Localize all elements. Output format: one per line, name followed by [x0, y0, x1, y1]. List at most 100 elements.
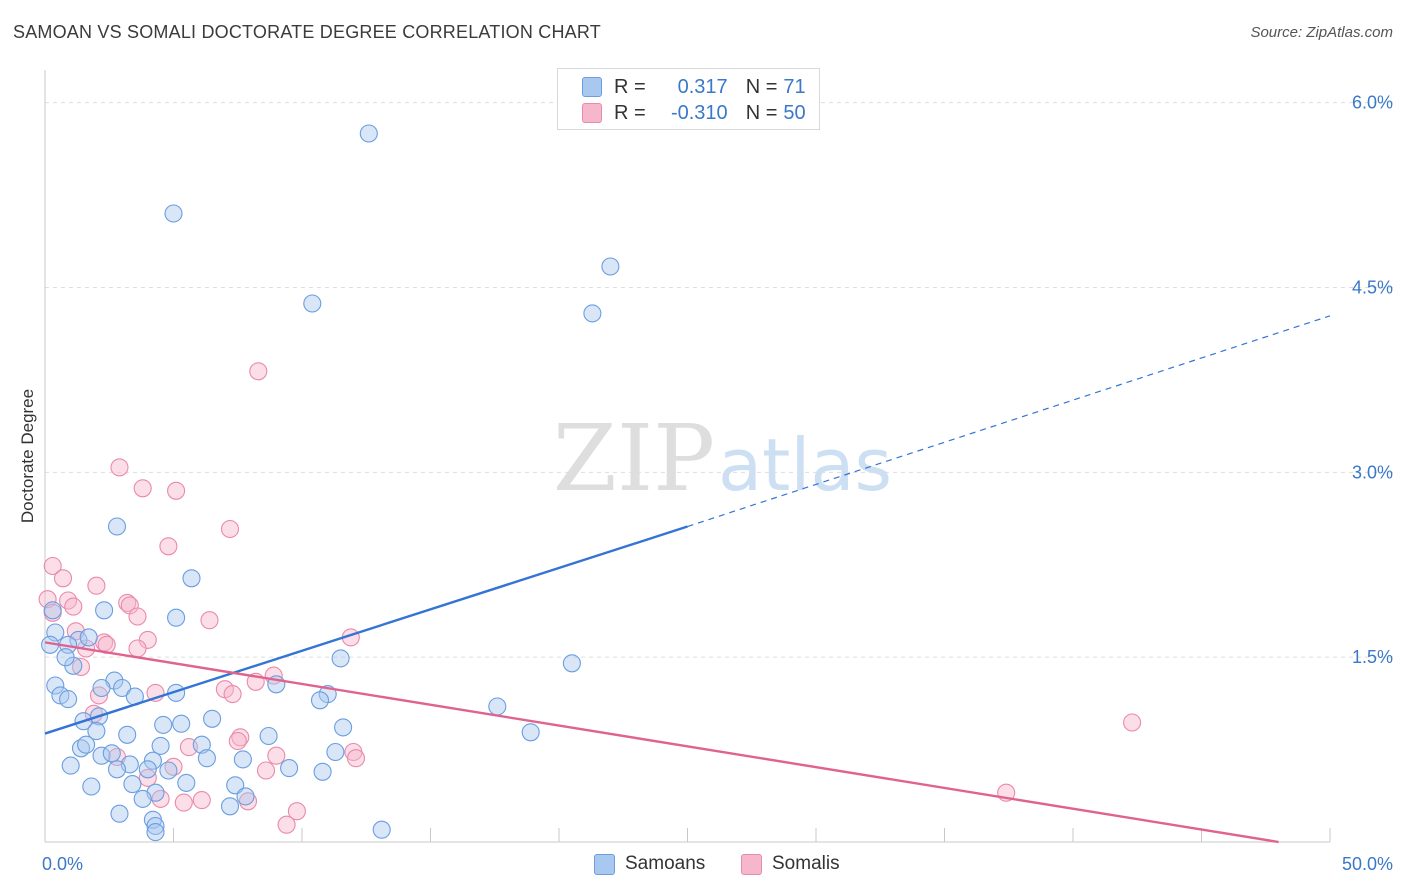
samoans-point — [61, 756, 80, 775]
x-tick-label: 50.0% — [1342, 854, 1393, 874]
samoans-point — [110, 804, 129, 823]
somalis-point — [128, 639, 147, 658]
samoans-point — [192, 735, 211, 754]
samoans-point — [326, 742, 345, 762]
somalis-point — [192, 791, 211, 810]
r-label: R = — [614, 101, 646, 124]
samoans-point — [46, 676, 65, 695]
n-label: N = — [745, 101, 778, 124]
x-tick-label: 0.0% — [42, 854, 83, 874]
y-tick-labels: 1.5% 3.0% 4.5% 6.0% — [1352, 93, 1393, 668]
somalis-point — [267, 746, 286, 765]
samoans-point — [133, 789, 152, 808]
samoans-point — [71, 739, 91, 758]
somalis-point — [256, 761, 276, 780]
samoans-point — [313, 762, 332, 781]
legend-row-somalis: R = -0.310 N = 50 — [582, 100, 806, 126]
samoans-point — [59, 690, 78, 709]
somalis-point — [287, 802, 306, 821]
legend-item-samoans[interactable]: Samoans — [594, 853, 705, 875]
samoans-point — [280, 759, 299, 778]
somalis-swatch — [582, 103, 602, 123]
somalis-point — [53, 569, 73, 588]
samoans-point — [236, 787, 255, 806]
r-label: R = — [614, 75, 646, 98]
somalis-point — [277, 815, 296, 834]
somalis-point — [238, 792, 258, 811]
samoans-point — [146, 816, 165, 836]
samoans-point — [601, 257, 620, 276]
samoans-point — [259, 726, 278, 746]
samoans-point — [220, 797, 240, 816]
samoans-point — [372, 820, 391, 839]
somalis-point — [174, 793, 193, 812]
somalis-point — [133, 479, 152, 498]
somalis-point — [110, 458, 129, 477]
legend-item-somalis[interactable]: Somalis — [741, 853, 840, 875]
samoans-point — [159, 761, 178, 780]
samoans-point — [92, 678, 111, 698]
y-tick-label: 1.5% — [1352, 647, 1393, 667]
somalis-point — [1123, 713, 1142, 732]
samoans-point — [87, 722, 106, 741]
y-tick-label: 6.0% — [1352, 93, 1393, 113]
chart-title: SAMOAN VS SOMALI DOCTORATE DEGREE CORREL… — [13, 22, 601, 42]
n-label: N = — [745, 75, 778, 98]
grid — [45, 102, 1395, 658]
samoans-trend-extension — [687, 315, 1331, 528]
samoans-point — [182, 569, 201, 588]
somalis-point — [228, 731, 247, 751]
samoans-point — [154, 715, 173, 734]
samoans-point — [583, 304, 602, 323]
samoans-point — [43, 601, 62, 620]
somalis-point — [220, 519, 240, 539]
stats-legend: R = 0.317 N = 71 R = -0.310 N = 50 — [557, 68, 820, 130]
samoans-point — [113, 678, 132, 698]
samoans-point — [143, 751, 162, 770]
samoans-point — [95, 601, 114, 620]
samoans-point — [488, 697, 507, 716]
samoans-point — [521, 723, 540, 742]
r-value: -0.310 — [670, 101, 728, 124]
samoans-point — [177, 773, 196, 792]
samoans-point — [79, 628, 98, 647]
axes — [44, 70, 1331, 843]
samoans-legend-label: Samoans — [625, 853, 706, 874]
watermark-zip: ZIP — [553, 405, 715, 512]
watermark-atlas: atlas — [718, 423, 892, 507]
series-legend: Samoans Somalis — [0, 851, 1406, 879]
samoans-swatch — [582, 77, 602, 97]
somalis-point — [200, 611, 219, 630]
somalis-points — [38, 362, 1142, 834]
samoans-point — [123, 775, 142, 794]
samoans-point — [107, 760, 127, 779]
somalis-point — [64, 597, 83, 616]
somalis-point — [159, 537, 178, 556]
somalis-point — [87, 576, 106, 595]
y-tick-label: 4.5% — [1352, 277, 1393, 297]
n-value: 71 — [783, 75, 806, 98]
samoans-point — [146, 823, 165, 842]
samoans-point — [233, 750, 252, 769]
samoans-point — [203, 709, 222, 728]
somalis-point — [128, 607, 147, 626]
legend-row-samoans: R = 0.317 N = 71 — [582, 74, 806, 100]
somalis-point — [223, 685, 242, 704]
y-axis-label: Doctorate Degree — [18, 388, 37, 524]
samoans-point — [107, 517, 127, 536]
samoans-point — [197, 749, 216, 768]
samoans-point — [102, 744, 121, 763]
samoans-legend-swatch — [594, 853, 615, 875]
r-value: 0.317 — [677, 75, 728, 98]
somalis-legend-swatch — [741, 853, 762, 875]
samoans-point — [138, 760, 157, 779]
samoans-point — [331, 649, 350, 668]
somalis-point — [89, 686, 109, 705]
somalis-point — [249, 362, 268, 381]
samoans-trend-line — [44, 525, 688, 735]
samoans-point — [82, 777, 101, 796]
samoans-point — [303, 294, 322, 313]
somalis-point — [167, 481, 186, 500]
somalis-trend-line — [44, 641, 1279, 844]
